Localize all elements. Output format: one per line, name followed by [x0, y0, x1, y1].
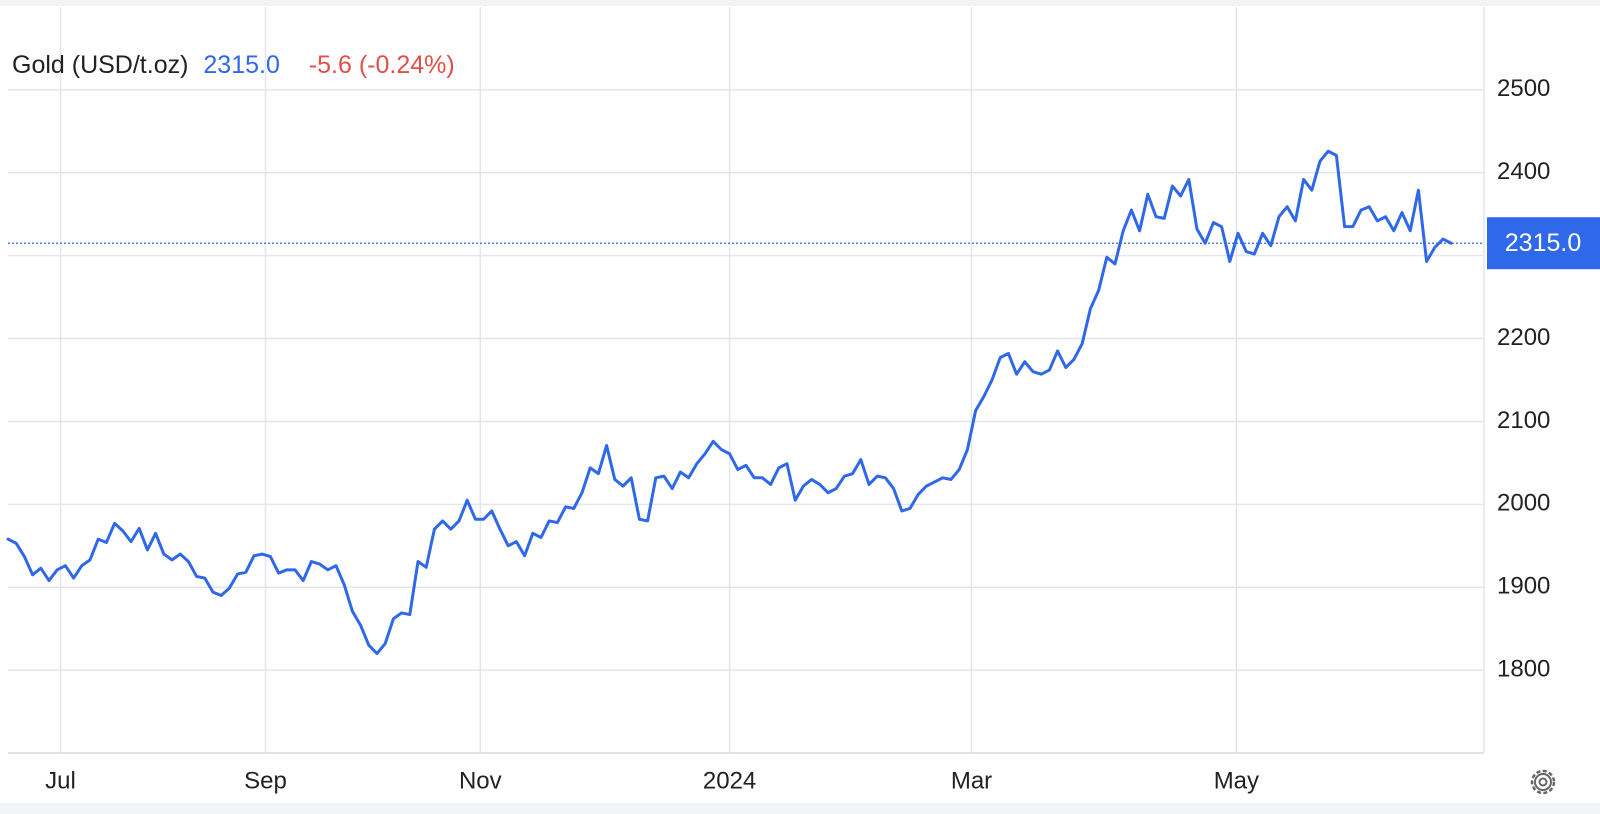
- gear-hole: [1538, 777, 1548, 787]
- chart-title: Gold (USD/t.oz): [12, 51, 188, 79]
- x-tick-label: May: [1214, 767, 1259, 794]
- y-tick-label: 2000: [1497, 490, 1550, 517]
- current-price: 2315.0: [203, 51, 279, 79]
- top-strip: [0, 0, 1600, 6]
- gear-body: [1534, 773, 1552, 791]
- y-tick-label: 2100: [1497, 407, 1550, 434]
- gear-teeth: [1530, 769, 1556, 795]
- current-price-box: [1487, 217, 1600, 270]
- price-change: -5.6 (-0.24%): [309, 51, 455, 79]
- y-tick-label: 2400: [1497, 158, 1550, 185]
- header: Gold (USD/t.oz) 2315.0 -5.6 (-0.24%): [12, 51, 455, 79]
- x-tick-label: 2024: [703, 767, 756, 794]
- plot: [6, 149, 1484, 656]
- y-tick-label: 1800: [1497, 655, 1550, 682]
- price-line: [6, 149, 1453, 656]
- bottom-strip: [0, 803, 1600, 814]
- y-tick-label: 2200: [1497, 324, 1550, 351]
- x-tick-label: Mar: [951, 767, 992, 794]
- x-tick-label: Nov: [459, 767, 502, 794]
- grid: [8, 7, 1485, 754]
- y-tick-label: 2500: [1497, 75, 1550, 102]
- settings-icon[interactable]: [1530, 769, 1556, 795]
- x-tick-label: Sep: [244, 767, 287, 794]
- current-price-label: 2315.0: [1505, 229, 1581, 257]
- x-tick-label: Jul: [45, 767, 76, 794]
- y-tick-label: 1900: [1497, 573, 1550, 600]
